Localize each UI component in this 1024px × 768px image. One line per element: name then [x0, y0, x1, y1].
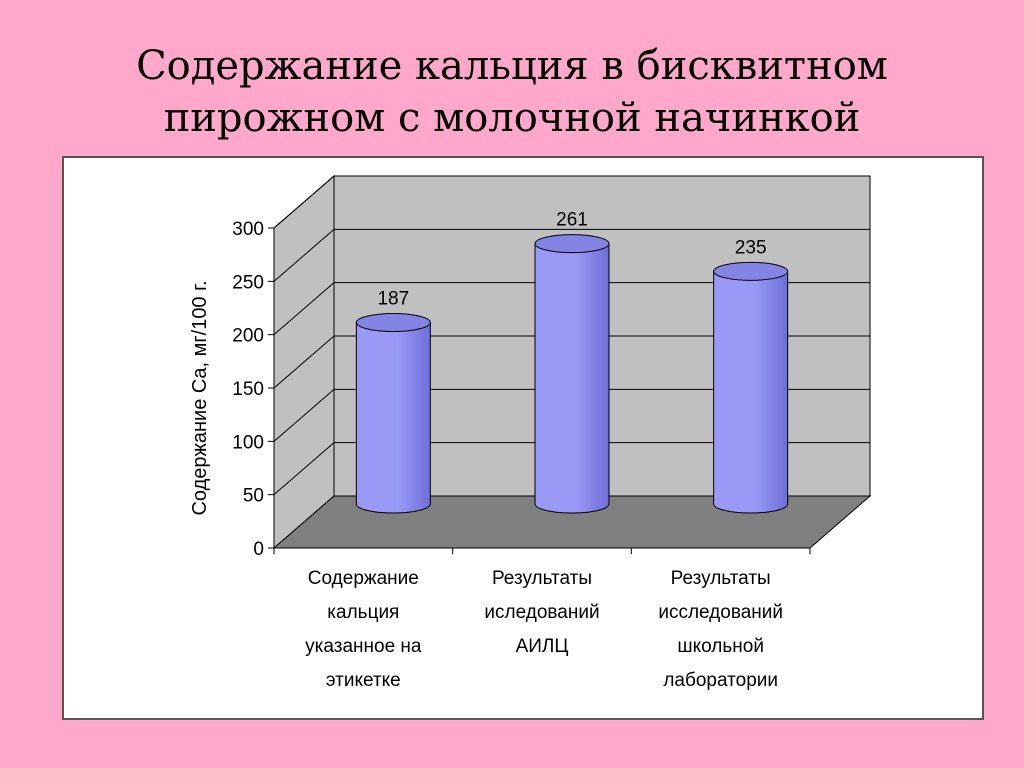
- x-category-label: этикетке: [326, 670, 401, 691]
- x-category-label: исследований: [658, 602, 783, 623]
- gridline: [273, 388, 870, 442]
- y-tick-label: 100: [232, 432, 264, 453]
- y-tick-label: 250: [232, 272, 264, 293]
- gridline: [273, 442, 870, 496]
- slide-title: Содержание кальция в бисквитном пирожном…: [0, 40, 1024, 144]
- y-tick-label: 150: [232, 379, 264, 400]
- x-category-label: лаборатории: [663, 670, 778, 691]
- x-category-label: Результаты: [671, 568, 771, 589]
- data-label: 235: [735, 237, 767, 258]
- x-category-label: АИЛЦ: [516, 636, 569, 657]
- gridline: [273, 335, 870, 389]
- y-tick-label: 50: [243, 486, 264, 507]
- y-tick-label: 200: [232, 326, 264, 347]
- x-category-label: Результаты: [492, 568, 592, 589]
- bar-body: [534, 243, 610, 514]
- data-label: 261: [556, 210, 588, 231]
- x-category-label: школьной: [677, 636, 764, 657]
- slide-title-line-2: пирожном с молочной начинкой: [163, 95, 861, 141]
- gridline: [273, 282, 870, 336]
- slide-title-line-1: Содержание кальция в бисквитном: [136, 43, 888, 89]
- y-tick-label: 0: [253, 539, 264, 560]
- x-category-label: указанное на: [305, 636, 422, 657]
- y-tick-label: 300: [232, 219, 264, 240]
- bar-top: [713, 261, 789, 281]
- bar-body: [713, 270, 789, 514]
- bar-top: [355, 313, 431, 333]
- gridline: [273, 175, 870, 229]
- data-label: 187: [377, 289, 409, 310]
- bar-body: [355, 322, 431, 514]
- x-category-label: иследований: [484, 602, 599, 623]
- y-axis-title: Содержание Ca, мг/100 г.: [189, 280, 211, 515]
- gridline: [273, 228, 870, 282]
- x-category-label: кальция: [327, 602, 399, 623]
- x-category-label: Содержание: [308, 568, 419, 589]
- bar-top: [534, 234, 610, 254]
